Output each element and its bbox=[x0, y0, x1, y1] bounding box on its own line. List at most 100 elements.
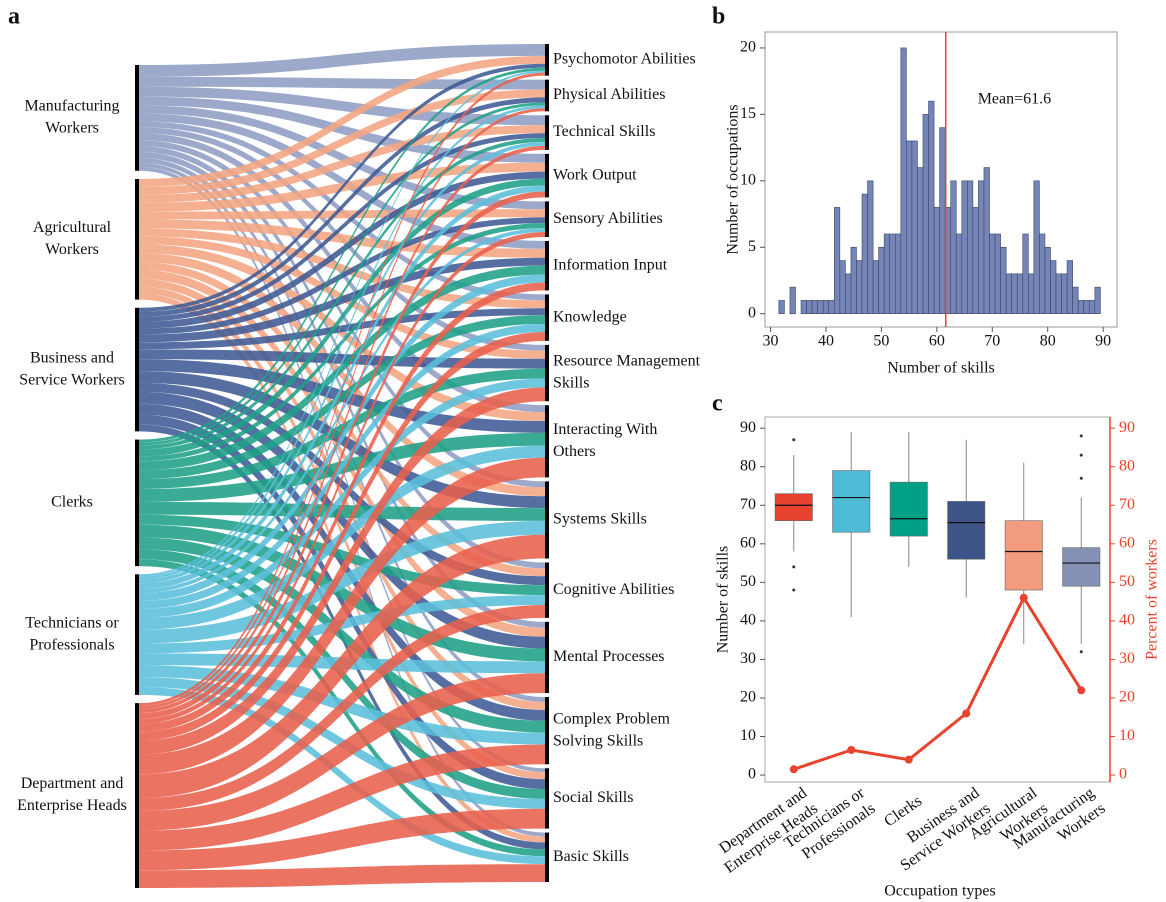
x-tick-label: 30 bbox=[763, 333, 779, 350]
bar bbox=[789, 286, 796, 315]
target-label: Complex Problem bbox=[553, 710, 670, 727]
bar bbox=[900, 47, 907, 315]
flow-ribbon bbox=[139, 145, 545, 714]
flow-ribbon bbox=[139, 97, 545, 317]
flow-ribbon bbox=[139, 108, 545, 710]
bar bbox=[867, 180, 874, 315]
outlier bbox=[792, 565, 796, 569]
flow-ribbon bbox=[139, 63, 545, 312]
target-label: Work Output bbox=[553, 166, 637, 183]
target-node bbox=[545, 79, 549, 112]
bar bbox=[1028, 273, 1035, 315]
percent-point bbox=[847, 746, 856, 755]
bar bbox=[1050, 260, 1057, 315]
flow-ribbon bbox=[139, 524, 545, 662]
x-tick-label: 70 bbox=[984, 333, 1000, 350]
percent-line bbox=[793, 594, 1083, 771]
source-label: Department and bbox=[21, 775, 124, 792]
bar bbox=[961, 180, 968, 315]
outlier bbox=[792, 588, 796, 592]
y-tick-label: 90 bbox=[740, 419, 756, 436]
target-label: Physical Abilities bbox=[553, 86, 665, 103]
flow-ribbon bbox=[139, 349, 545, 369]
mean-annotation: Mean=61.6 bbox=[978, 91, 1051, 108]
flow-ribbon bbox=[139, 501, 545, 521]
flow-ribbon bbox=[139, 86, 545, 126]
target-node bbox=[545, 621, 549, 694]
flow-ribbon bbox=[139, 687, 545, 865]
flow-ribbon bbox=[139, 105, 545, 210]
bar bbox=[778, 300, 785, 315]
bar bbox=[845, 273, 852, 315]
y2-tick-label: 70 bbox=[1119, 496, 1135, 513]
bar bbox=[994, 233, 1001, 315]
box bbox=[1062, 547, 1101, 587]
x-tick-label: 40 bbox=[818, 333, 834, 350]
target-label: Mental Processes bbox=[553, 648, 665, 665]
flow-ribbon bbox=[139, 378, 545, 618]
box bbox=[947, 501, 986, 560]
target-node bbox=[545, 768, 549, 829]
percent-point bbox=[962, 709, 971, 718]
source-label: Technicians or bbox=[25, 614, 119, 631]
percent-point bbox=[1077, 686, 1086, 695]
bar bbox=[894, 233, 902, 315]
box bbox=[1004, 520, 1043, 591]
bar bbox=[822, 300, 830, 315]
target-node bbox=[545, 344, 549, 402]
target-label: Technical Skills bbox=[553, 123, 655, 140]
y2-tick-label: 20 bbox=[1119, 689, 1135, 706]
bar bbox=[939, 127, 946, 315]
target-label: Interacting With bbox=[553, 421, 657, 438]
source-node bbox=[135, 178, 139, 300]
y2-tick-label: 0 bbox=[1119, 766, 1127, 783]
target-label: Solving Skills bbox=[553, 732, 643, 749]
bar bbox=[811, 300, 818, 315]
flow-ribbon bbox=[139, 125, 545, 203]
y2-tick-label: 60 bbox=[1119, 534, 1135, 551]
bar bbox=[861, 193, 868, 315]
source-node bbox=[135, 65, 139, 171]
flow-ribbon bbox=[139, 605, 545, 811]
bar bbox=[839, 260, 846, 315]
flow-ribbon bbox=[139, 102, 545, 446]
outlier bbox=[1079, 650, 1083, 654]
flow-ribbon bbox=[139, 324, 545, 609]
percent-point bbox=[904, 755, 913, 764]
bar bbox=[1061, 273, 1068, 315]
bar bbox=[983, 167, 990, 315]
flow-ribbon bbox=[139, 673, 545, 831]
plot-frame bbox=[764, 416, 1111, 783]
bar bbox=[1055, 273, 1062, 315]
x-axis-title: Occupation types bbox=[884, 883, 996, 900]
y2-axis-title: Percent of workers bbox=[1144, 539, 1161, 660]
bar bbox=[955, 233, 963, 315]
target-label: Resource Management bbox=[553, 353, 701, 370]
y-tick-label: 40 bbox=[740, 612, 756, 629]
flow-ribbon bbox=[139, 864, 545, 888]
flow-ribbon bbox=[139, 72, 545, 707]
box bbox=[889, 481, 928, 537]
x-tick-label: 80 bbox=[1040, 333, 1056, 350]
target-node bbox=[545, 240, 549, 291]
bar bbox=[889, 233, 896, 315]
bar bbox=[878, 246, 885, 315]
y2-tick-label: 40 bbox=[1119, 612, 1135, 629]
flow-ribbon bbox=[139, 105, 545, 580]
flow-ribbon bbox=[139, 244, 545, 422]
y-axis-title: Number of skills bbox=[715, 546, 732, 654]
target-label: Others bbox=[553, 443, 596, 460]
bar bbox=[1005, 273, 1012, 315]
target-node bbox=[545, 481, 549, 559]
y-tick-label: 5 bbox=[748, 238, 756, 255]
bar bbox=[850, 246, 857, 315]
flow-ribbon bbox=[139, 67, 545, 443]
y2-tick-label: 80 bbox=[1119, 457, 1135, 474]
target-label: Social Skills bbox=[553, 789, 633, 806]
bar bbox=[1022, 233, 1029, 315]
flow-ribbon bbox=[139, 253, 545, 497]
y-tick-label: 50 bbox=[740, 573, 756, 590]
y2-tick-label: 50 bbox=[1119, 573, 1135, 590]
flow-ribbon bbox=[139, 44, 545, 77]
